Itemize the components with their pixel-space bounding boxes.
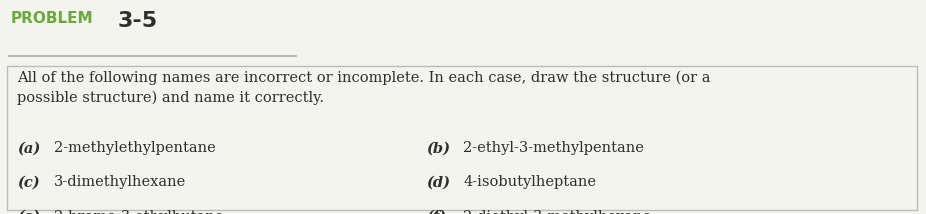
Text: PROBLEM: PROBLEM — [11, 11, 94, 26]
Text: 2-bromo-3-ethylbutane: 2-bromo-3-ethylbutane — [54, 210, 223, 214]
Text: 3-5: 3-5 — [118, 11, 157, 31]
FancyBboxPatch shape — [7, 66, 917, 210]
Text: (f): (f) — [426, 210, 446, 214]
Text: 2-methylethylpentane: 2-methylethylpentane — [54, 141, 216, 155]
Text: 2-ethyl-3-methylpentane: 2-ethyl-3-methylpentane — [463, 141, 644, 155]
Text: 3-dimethylhexane: 3-dimethylhexane — [54, 175, 186, 189]
Text: (a): (a) — [17, 141, 40, 155]
Text: 4-isobutylheptane: 4-isobutylheptane — [463, 175, 596, 189]
Text: (b): (b) — [426, 141, 450, 155]
Text: 2-diethyl-3-methylhexane: 2-diethyl-3-methylhexane — [463, 210, 651, 214]
Text: All of the following names are incorrect or incomplete. In each case, draw the s: All of the following names are incorrect… — [17, 71, 710, 105]
Text: (e): (e) — [17, 210, 40, 214]
Text: (d): (d) — [426, 175, 450, 189]
Text: (c): (c) — [17, 175, 39, 189]
